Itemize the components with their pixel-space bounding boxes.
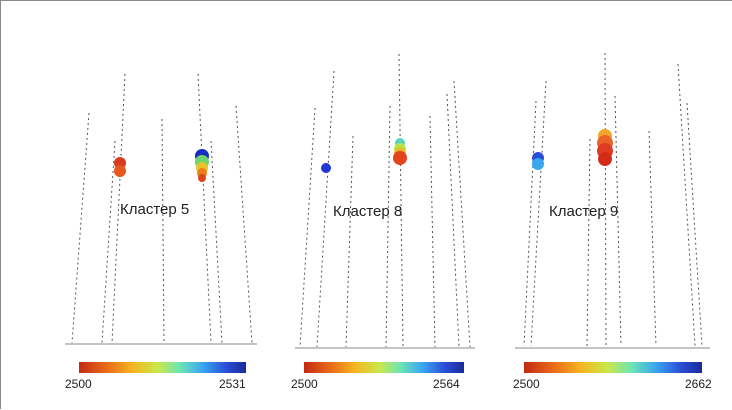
well-trace <box>345 135 354 348</box>
well-trace <box>299 107 316 348</box>
marker-group <box>321 138 407 173</box>
colorbar-max: 2662 <box>685 377 712 391</box>
well-trace <box>677 63 696 347</box>
colorbar-min: 2500 <box>291 377 318 391</box>
well-trace <box>604 52 607 347</box>
well-trace <box>71 112 90 344</box>
well-trace <box>210 140 223 344</box>
marker-group <box>114 149 209 182</box>
cluster-label: Кластер 5 <box>120 201 189 218</box>
well-traces <box>71 73 253 344</box>
well-trace <box>453 80 471 348</box>
colorbar-max: 2531 <box>219 377 246 391</box>
colorbar <box>304 362 464 373</box>
marker <box>198 174 206 182</box>
colorbar <box>79 362 246 373</box>
marker <box>393 151 407 165</box>
well-trace <box>530 80 547 347</box>
well-trace <box>197 73 212 344</box>
well-trace <box>586 138 591 347</box>
colorbar-min: 2500 <box>513 377 540 391</box>
well-trace <box>101 140 116 344</box>
well-trace <box>648 130 657 347</box>
well-trace <box>429 115 436 348</box>
panel-cluster-5: Кластер 5 2500 2531 <box>65 73 257 391</box>
panel-cluster-9: Кластер 9 2500 2662 <box>513 52 712 391</box>
well-trace <box>446 93 460 348</box>
colorbar <box>524 362 702 373</box>
colorbar-max: 2564 <box>433 377 460 391</box>
marker <box>114 165 126 177</box>
marker <box>598 152 612 166</box>
well-traces <box>523 52 703 347</box>
marker-group <box>532 129 613 170</box>
colorbar-min: 2500 <box>65 377 92 391</box>
panel-cluster-8: Кластер 8 2500 2564 <box>291 53 475 391</box>
well-trace <box>161 118 165 344</box>
marker <box>321 163 331 173</box>
cluster-label: Кластер 9 <box>549 203 618 220</box>
well-trace <box>686 102 703 347</box>
well-traces <box>299 53 471 348</box>
well-trace <box>614 95 622 347</box>
cluster-label: Кластер 8 <box>333 203 402 220</box>
well-trace <box>235 105 253 344</box>
marker <box>532 158 544 170</box>
well-trace <box>398 53 404 348</box>
well-trace <box>316 70 335 348</box>
well-trace <box>523 100 537 347</box>
well-trace <box>385 105 391 348</box>
